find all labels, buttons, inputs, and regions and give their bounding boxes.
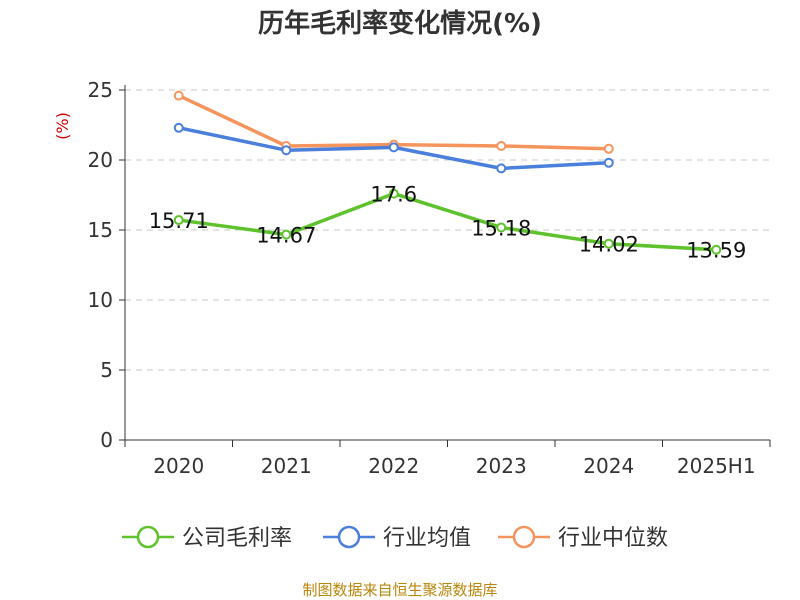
legend-swatch-marker bbox=[337, 525, 361, 549]
data-point bbox=[173, 90, 184, 101]
grid-lines bbox=[125, 89, 770, 371]
series-lines bbox=[173, 90, 722, 255]
data-point bbox=[603, 238, 614, 249]
data-point bbox=[281, 229, 292, 240]
y-tick-label: 10 bbox=[88, 288, 113, 312]
x-tick-label: 2023 bbox=[476, 454, 527, 478]
y-tick-label: 20 bbox=[88, 148, 113, 172]
series-line-0 bbox=[178, 191, 717, 252]
data-point bbox=[711, 244, 722, 255]
data-label: 13.59 bbox=[686, 239, 746, 263]
legend: 公司毛利率 行业均值 行业中位数 bbox=[122, 525, 668, 551]
data-label: 17.6 bbox=[370, 183, 417, 207]
legend-swatch-marker bbox=[512, 525, 536, 549]
data-point bbox=[496, 163, 507, 174]
data-point bbox=[173, 215, 184, 226]
data-point bbox=[388, 142, 399, 153]
x-tick-label: 2022 bbox=[368, 454, 419, 478]
data-labels: 15.71 14.67 17.6 15.18 14.02 13.59 bbox=[149, 183, 747, 263]
data-point bbox=[496, 222, 507, 233]
chart-title: 历年毛利率变化情况(%) bbox=[258, 8, 542, 39]
y-tick-label: 15 bbox=[88, 218, 113, 242]
x-tick-label: 2020 bbox=[153, 454, 204, 478]
y-tick-labels: 0 5 10 15 20 25 bbox=[88, 78, 113, 452]
data-point bbox=[603, 143, 614, 154]
data-point bbox=[388, 188, 399, 199]
data-label: 15.18 bbox=[471, 216, 531, 240]
legend-label: 行业均值 bbox=[383, 526, 471, 551]
x-tick-labels: 2020 2021 2022 2023 2024 2025H1 bbox=[153, 454, 755, 478]
data-label: 15.71 bbox=[149, 209, 209, 233]
x-tick-label: 2021 bbox=[261, 454, 312, 478]
data-point bbox=[603, 157, 614, 168]
x-tick-label: 2025H1 bbox=[677, 454, 756, 478]
legend-label: 行业中位数 bbox=[558, 526, 668, 551]
data-point bbox=[173, 122, 184, 133]
legend-label: 公司毛利率 bbox=[182, 526, 292, 551]
y-tick-label: 25 bbox=[88, 78, 113, 102]
axes bbox=[119, 85, 771, 447]
y-tick-label: 5 bbox=[100, 358, 113, 382]
data-label: 14.02 bbox=[579, 233, 639, 257]
data-label: 14.67 bbox=[256, 224, 316, 248]
data-point bbox=[281, 145, 292, 156]
y-axis-label: (%) bbox=[53, 112, 72, 140]
y-tick-label: 0 bbox=[100, 428, 113, 452]
data-point bbox=[496, 141, 507, 151]
source-note: 制图数据来自恒生聚源数据库 bbox=[302, 581, 497, 599]
legend-swatch-marker bbox=[136, 525, 160, 549]
x-tick-label: 2024 bbox=[583, 454, 634, 478]
